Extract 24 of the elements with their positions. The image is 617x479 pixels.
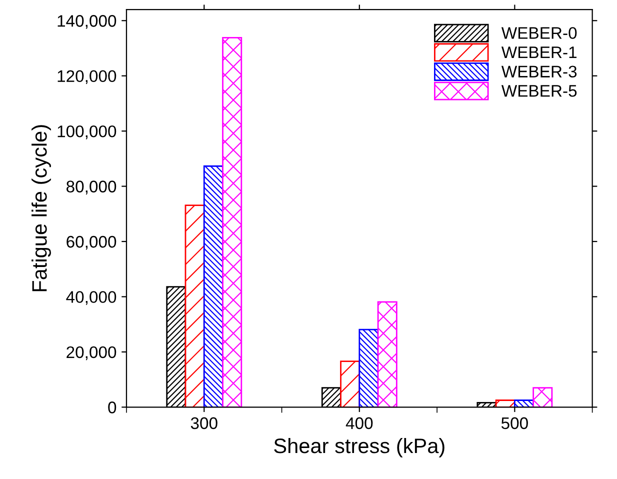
bar [222,37,242,408]
x-axis-title: Shear stress (kPa) [274,438,444,458]
legend-label: WEBER-0 [501,27,577,39]
x-tick-label: 500 [501,417,528,430]
y-tick-label: 140,000 [58,15,116,29]
y-axis-title: Fatigue life (cycle) [32,125,51,292]
x-tick-label: 300 [190,417,218,430]
y-tick-label: 60,000 [66,236,116,250]
bar [340,360,360,408]
bar [203,165,224,408]
bar [358,328,379,408]
y-tick-label: 40,000 [66,291,116,305]
bar [377,301,398,408]
bar [532,387,553,408]
x-tick-label: 400 [346,417,373,430]
y-tick-label: 100,000 [58,125,116,140]
y-tick-label: 80,000 [66,180,116,194]
legend-label: WEBER-3 [501,66,577,78]
legend-label: WEBER-5 [501,85,577,97]
y-tick-label: 20,000 [66,346,116,360]
y-tick-label: 0 [108,402,116,414]
y-tick-label: 120,000 [58,70,116,84]
bar [184,204,205,408]
legend-label: WEBER-1 [501,46,577,58]
